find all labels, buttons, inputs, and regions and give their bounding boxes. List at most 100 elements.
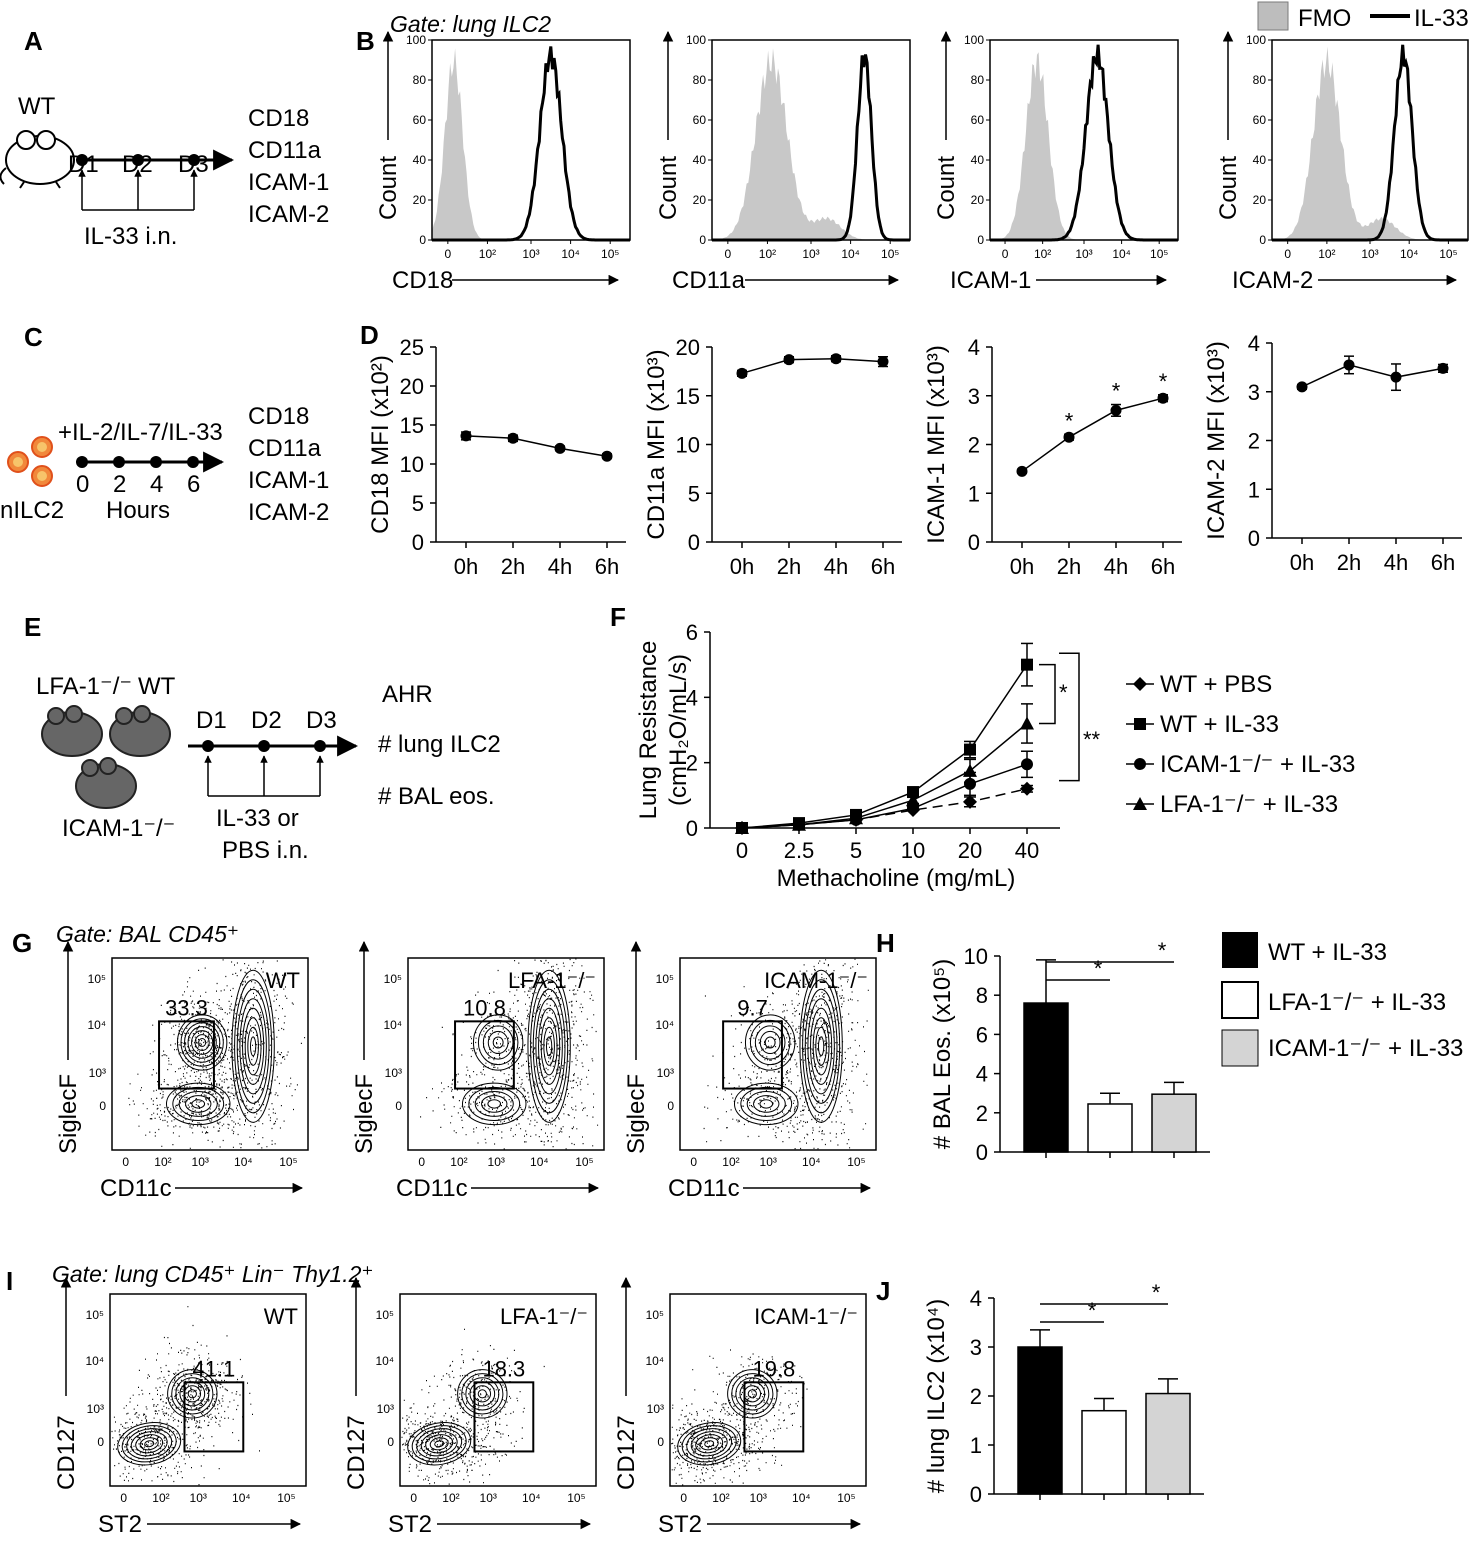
x-tick-label: 2.5 (784, 838, 815, 863)
contour-line (407, 1422, 472, 1466)
panel-label-f: F (610, 602, 626, 632)
data-point-diamond (1133, 677, 1147, 691)
contour-line (731, 1373, 774, 1415)
day-3-label: D3 (306, 707, 337, 734)
y-tick-label: 40 (971, 153, 985, 167)
panel-label-c: C (24, 322, 43, 352)
contour-line (487, 1030, 509, 1055)
contour-line (411, 1425, 467, 1463)
bar (1087, 1103, 1133, 1153)
x-tick-label: 10² (479, 247, 496, 261)
x-tick-label: 10² (712, 1491, 729, 1505)
x-tick-label: 10⁵ (277, 1491, 295, 1505)
y-tick-label: 20 (971, 193, 985, 207)
data-point-diamond (963, 794, 977, 809)
x-tick-label: 10² (450, 1155, 467, 1169)
contour-line (121, 1425, 177, 1463)
contour-line (740, 1086, 793, 1122)
contour-line (457, 1369, 508, 1419)
data-point-triangle (735, 821, 749, 834)
y-axis-label: CD11a MFI (x10³) (643, 349, 670, 539)
x-axis-label: CD11c (100, 1175, 172, 1202)
contour-line (139, 1437, 159, 1451)
x-tick-label: 0 (410, 1491, 417, 1505)
significance-star: * (1065, 408, 1074, 433)
y-tick-label: 80 (413, 73, 427, 87)
contour-line (198, 1038, 207, 1047)
contour-line (532, 988, 566, 1104)
panel-label-j: J (876, 1276, 890, 1306)
y-tick-label: 100 (1246, 33, 1266, 47)
x-tick-label: 10⁵ (1439, 247, 1457, 261)
contour-line (677, 1422, 742, 1466)
x-tick-label: 0 (1284, 247, 1291, 261)
mfi-plot-1: 0 5 10 15 20 0h 2h 4h 6h CD11a MFI (x10³) (643, 335, 902, 579)
marker-icam1: ICAM-1 (248, 467, 329, 494)
panel-label-h: H (876, 928, 895, 958)
significance-bracket (1059, 652, 1080, 782)
hour-4: 4 (150, 471, 163, 498)
data-point (830, 353, 842, 365)
gate-percent: 33.3 (165, 995, 208, 1020)
y-tick-label: 5 (412, 491, 424, 516)
series-line (741, 664, 1028, 829)
data-point-diamond (1020, 781, 1034, 796)
contour-line (735, 1377, 770, 1411)
x-tick-label: 4h (1384, 550, 1408, 575)
contour-line (753, 1095, 780, 1113)
contour-line (239, 998, 267, 1095)
mouse-label-wt: WT (138, 673, 176, 700)
x-tick-label: 10⁵ (601, 247, 619, 261)
x-tick-label: 10² (759, 247, 776, 261)
x-tick-label: 0 (724, 247, 731, 261)
x-tick-label: 10³ (1361, 247, 1378, 261)
contour-line (420, 1431, 458, 1457)
panel-label-d: D (360, 320, 379, 350)
flow-plot-0: 33.3 WT 0 10² 10³ 10⁴ 10⁵ 0 10³ 10⁴ 10⁵ CD11c Siglec… (55, 940, 309, 1202)
series-3: LFA-1⁻/⁻ + IL-33 (735, 703, 1338, 834)
y-tick-label: 4 (968, 335, 980, 360)
x-tick-label: 10⁵ (1150, 247, 1168, 261)
y-tick-label: 20 (693, 193, 707, 207)
x-axis-label: ST2 (388, 1511, 432, 1538)
contour-line (817, 1036, 825, 1057)
marker-cd11a: CD11a (248, 137, 322, 164)
data-point (877, 356, 889, 368)
contour-line (117, 1422, 182, 1466)
plot-genotype-label: LFA-1⁻/⁻ (508, 968, 596, 993)
contour-line (695, 1434, 724, 1454)
contour-line (733, 1082, 799, 1126)
x-tick-label: 0 (690, 1155, 697, 1169)
y-tick-label: 0 (688, 530, 700, 555)
x-tick-label: 10⁵ (575, 1155, 593, 1169)
contour-line (746, 1090, 786, 1117)
data-point (1343, 359, 1355, 371)
series-line (741, 763, 1028, 829)
x-tick-label: 10⁴ (792, 1491, 811, 1505)
data-point-square (1021, 658, 1033, 671)
contour-line (815, 1026, 827, 1066)
x-tick-label: 2h (501, 554, 525, 579)
contour-line (727, 1369, 778, 1419)
x-tick-label: 2h (1057, 554, 1081, 579)
y-tick-label: 3 (970, 1335, 982, 1360)
contour-line (244, 1017, 262, 1076)
contour-line (474, 1090, 514, 1117)
y-tick-label: 10⁴ (85, 1354, 104, 1368)
y-tick-label: 2 (970, 1384, 982, 1409)
marker-icam1: ICAM-1 (248, 169, 329, 196)
readout-bal-eos: # BAL eos. (378, 783, 495, 810)
mouse-icons (41, 705, 171, 809)
timeline-dot (187, 456, 199, 468)
data-point-square (907, 786, 919, 799)
x-tick-label: 10⁴ (1112, 247, 1131, 261)
histogram-plot-cd18: 0 20 40 60 80 100 0 10² 10³ 10⁴ 10⁵ CD18 Count (375, 30, 631, 294)
x-axis-label: CD11a (672, 267, 746, 294)
contour-line (802, 979, 841, 1114)
y-axis-label: # lung ILC2 (x10⁴) (923, 1299, 950, 1493)
y-axis-label: CD127 (343, 1415, 370, 1490)
x-tick-label: 10⁴ (561, 247, 580, 261)
gate-box (743, 1381, 805, 1453)
